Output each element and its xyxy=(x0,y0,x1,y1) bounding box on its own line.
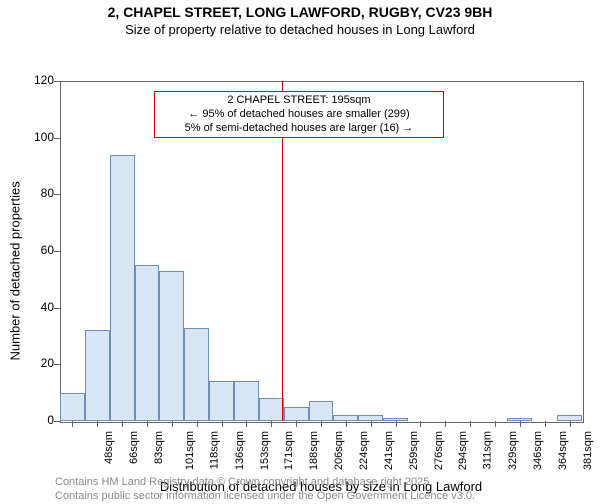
annotation-line: ← 95% of detached houses are smaller (29… xyxy=(159,108,439,122)
ytick-mark xyxy=(54,251,60,252)
xtick-mark xyxy=(545,421,546,427)
xtick-mark xyxy=(222,421,223,427)
ytick-mark xyxy=(54,194,60,195)
xtick-label: 259sqm xyxy=(408,431,420,470)
xtick-mark xyxy=(346,421,347,427)
ytick-label: 80 xyxy=(24,186,54,200)
xtick-mark xyxy=(172,421,173,427)
title-line1: 2, CHAPEL STREET, LONG LAWFORD, RUGBY, C… xyxy=(0,4,600,20)
xtick-label: 66sqm xyxy=(128,431,140,464)
xtick-mark xyxy=(520,421,521,427)
xtick-mark xyxy=(122,421,123,427)
histogram-bar xyxy=(85,330,110,421)
histogram-bar xyxy=(135,265,160,421)
ytick-mark xyxy=(54,81,60,82)
xtick-mark xyxy=(420,421,421,427)
xtick-mark xyxy=(321,421,322,427)
ytick-label: 60 xyxy=(24,243,54,257)
xtick-label: 294sqm xyxy=(458,431,470,470)
ytick-mark xyxy=(54,364,60,365)
histogram-bar xyxy=(184,328,209,422)
ytick-mark xyxy=(54,421,60,422)
xtick-mark xyxy=(296,421,297,427)
xtick-label: 381sqm xyxy=(582,431,594,470)
xtick-mark xyxy=(246,421,247,427)
title-line2: Size of property relative to detached ho… xyxy=(0,22,600,37)
footer-line1: Contains HM Land Registry data © Crown c… xyxy=(55,476,432,488)
xtick-label: 364sqm xyxy=(557,431,569,470)
histogram-bar xyxy=(209,381,234,421)
annotation-line: 2 CHAPEL STREET: 195sqm xyxy=(159,94,439,108)
xtick-mark xyxy=(495,421,496,427)
histogram-bar xyxy=(309,401,334,421)
xtick-label: 329sqm xyxy=(507,431,519,470)
ytick-label: 0 xyxy=(24,413,54,427)
ytick-label: 100 xyxy=(24,130,54,144)
xtick-label: 346sqm xyxy=(532,431,544,470)
xtick-mark xyxy=(197,421,198,427)
xtick-label: 101sqm xyxy=(184,431,196,470)
xtick-label: 83sqm xyxy=(153,431,165,464)
xtick-label: 171sqm xyxy=(284,431,296,470)
xtick-label: 188sqm xyxy=(308,431,320,470)
xtick-label: 311sqm xyxy=(482,431,494,469)
histogram-bar xyxy=(60,393,85,421)
xtick-mark xyxy=(470,421,471,427)
histogram-bar xyxy=(110,155,135,421)
histogram-chart: 0 20 40 60 80 100 120 Number of detached proper… xyxy=(0,37,600,477)
annotation-box: 2 CHAPEL STREET: 195sqm← 95% of detached… xyxy=(154,91,444,138)
xtick-label: 241sqm xyxy=(383,431,395,470)
xtick-mark xyxy=(97,421,98,427)
ytick-mark xyxy=(54,138,60,139)
xtick-label: 118sqm xyxy=(208,431,220,469)
ytick-label: 120 xyxy=(24,73,54,87)
xtick-mark xyxy=(271,421,272,427)
histogram-bar xyxy=(234,381,259,421)
histogram-bar xyxy=(284,407,309,421)
ytick-label: 20 xyxy=(24,356,54,370)
chart-title-block: 2, CHAPEL STREET, LONG LAWFORD, RUGBY, C… xyxy=(0,4,600,37)
xtick-label: 136sqm xyxy=(234,431,246,470)
xtick-label: 276sqm xyxy=(433,431,445,470)
xtick-label: 224sqm xyxy=(358,431,370,470)
y-axis-label: Number of detached properties xyxy=(8,141,23,361)
histogram-bar xyxy=(159,271,184,421)
histogram-bar xyxy=(259,398,284,421)
xtick-mark xyxy=(445,421,446,427)
annotation-line: 5% of semi-detached houses are larger (1… xyxy=(159,122,439,136)
xtick-label: 153sqm xyxy=(259,431,271,470)
xtick-mark xyxy=(396,421,397,427)
xtick-mark xyxy=(570,421,571,427)
xtick-label: 206sqm xyxy=(333,431,345,470)
ytick-label: 40 xyxy=(24,300,54,314)
ytick-mark xyxy=(54,308,60,309)
xtick-mark xyxy=(371,421,372,427)
footer-line2: Contains public sector information licen… xyxy=(55,490,475,502)
xtick-mark xyxy=(72,421,73,427)
xtick-label: 48sqm xyxy=(103,431,115,464)
xtick-mark xyxy=(147,421,148,427)
